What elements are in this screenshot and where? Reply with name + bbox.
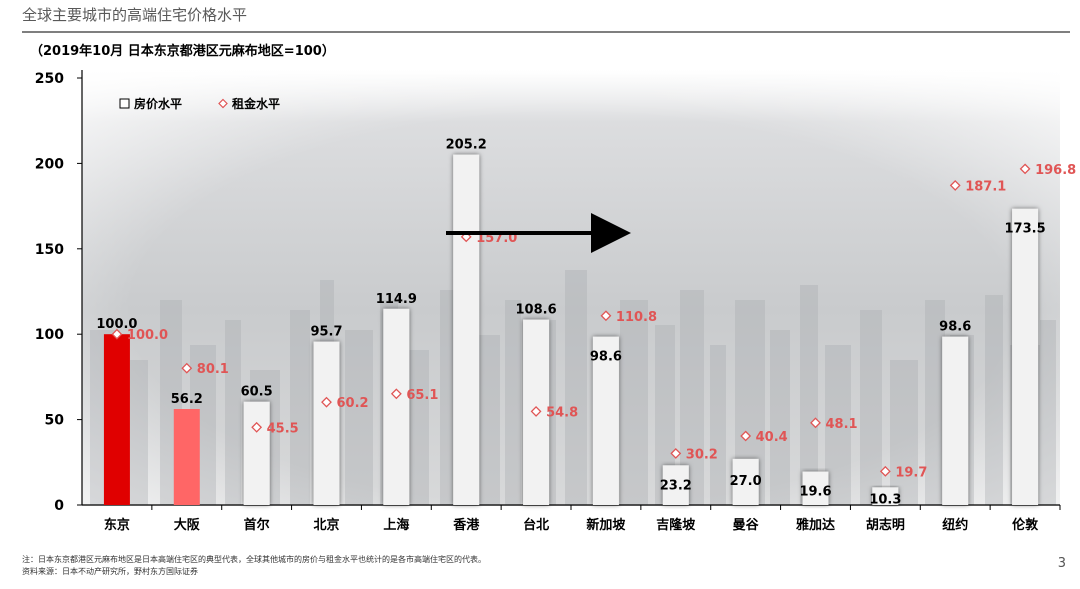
x-tick-label: 北京 xyxy=(313,517,339,533)
rent-marker xyxy=(251,421,263,433)
x-tick-label: 台北 xyxy=(523,517,549,533)
bar xyxy=(802,471,829,505)
rent-value-label: 80.1 xyxy=(197,362,229,377)
bar-labels: 100.0 56.2 60.5 95.7 114.9 205.2 108.6 98.6 23.2… xyxy=(96,138,1045,508)
legend-swatch-price xyxy=(119,98,130,109)
rent-value-label: 40.4 xyxy=(756,430,788,445)
bar-value-label: 205.2 xyxy=(446,138,487,153)
y-tick-label: 150 xyxy=(35,242,64,258)
rent-value-label: 30.2 xyxy=(686,447,718,462)
rent-marker xyxy=(111,328,123,340)
x-tick-label: 纽约 xyxy=(942,517,968,533)
bar-value-label: 173.5 xyxy=(1005,222,1046,237)
footnote-source: 资料来源：日本不动产研究所，野村东方国际证券 xyxy=(22,567,198,576)
y-tick-label: 0 xyxy=(54,498,64,514)
rent-value-label: 60.2 xyxy=(337,396,369,411)
rent-marker xyxy=(1019,163,1031,175)
bar-value-label: 56.2 xyxy=(171,392,203,407)
bar xyxy=(173,409,200,505)
x-tick-label: 首尔 xyxy=(244,517,270,533)
bar-value-label: 114.9 xyxy=(376,292,417,307)
bar xyxy=(453,154,480,505)
rent-value-label: 100.0 xyxy=(127,328,168,343)
y-tick-label: 250 xyxy=(35,71,64,87)
footnote-note: 注：日本东京都港区元麻布地区是日本高端住宅区的典型代表，全球其他城市的房价与租金… xyxy=(22,555,486,564)
rent-marker xyxy=(600,310,612,322)
x-tick-label: 上海 xyxy=(383,517,409,533)
bar xyxy=(1012,208,1039,506)
rent-value-label: 65.1 xyxy=(406,388,438,403)
bar-value-label: 108.6 xyxy=(516,303,557,318)
bar-value-label: 23.2 xyxy=(660,478,692,493)
rent-marker xyxy=(740,430,752,442)
bar-value-label: 98.6 xyxy=(590,350,622,365)
rent-marker xyxy=(390,388,402,400)
rent-marker xyxy=(321,396,332,408)
bar-value-label: 100.0 xyxy=(96,317,137,332)
legend-label-price: 房价水平 xyxy=(134,96,182,111)
bar xyxy=(592,336,619,505)
x-tick-label: 大阪 xyxy=(174,517,201,533)
rent-value-label: 110.8 xyxy=(616,310,657,325)
y-tick-label: 50 xyxy=(45,413,65,429)
bar-value-label: 98.6 xyxy=(939,320,971,335)
bar xyxy=(383,308,410,505)
chart-subtitle: （2019年10月 日本东京都港区元麻布地区=100） xyxy=(30,44,335,59)
rent-marker xyxy=(181,362,193,374)
bar xyxy=(942,336,969,505)
rent-value-label: 196.8 xyxy=(1035,163,1076,178)
x-tick-label: 吉隆坡 xyxy=(656,517,696,533)
chart-legend: 房价水平 租金水平 xyxy=(119,96,280,111)
bar-value-label: 95.7 xyxy=(310,325,342,340)
x-tick-label: 雅加达 xyxy=(796,517,835,533)
rent-value-label: 54.8 xyxy=(546,405,578,420)
bar xyxy=(313,341,340,505)
bar xyxy=(872,487,899,505)
y-tick-label: 100 xyxy=(35,327,64,343)
x-tick-label: 胡志明 xyxy=(866,517,905,533)
legend-label-rent: 租金水平 xyxy=(232,96,280,111)
bar xyxy=(662,465,689,505)
rent-marker xyxy=(879,465,891,477)
bar xyxy=(243,401,270,505)
rent-marker xyxy=(670,447,682,459)
rent-marker xyxy=(530,405,542,417)
bar-value-label: 60.5 xyxy=(241,385,273,400)
legend-swatch-rent xyxy=(218,98,228,109)
bar-value-label: 27.0 xyxy=(730,474,762,489)
rent-value-label: 45.5 xyxy=(267,421,299,436)
rent-marker xyxy=(949,180,961,191)
x-tick-label: 新加坡 xyxy=(586,517,626,533)
bar xyxy=(732,458,759,505)
x-tick-label: 曼谷 xyxy=(733,517,760,533)
title-rule xyxy=(22,31,1070,33)
page-title: 全球主要城市的高端住宅价格水平 xyxy=(22,6,248,24)
bar xyxy=(103,334,130,505)
x-tick-label: 伦敦 xyxy=(1012,517,1039,533)
page-number: 3 xyxy=(1057,556,1066,571)
rent-value-label: 48.1 xyxy=(826,417,858,432)
y-tick-label: 200 xyxy=(35,156,64,172)
x-tick-label: 东京 xyxy=(104,517,130,533)
rent-value-label: 187.1 xyxy=(965,179,1006,194)
rent-marker xyxy=(810,417,821,429)
x-tick-label: 香港 xyxy=(452,517,480,533)
bar-value-label: 19.6 xyxy=(799,485,831,500)
rent-value-label: 19.7 xyxy=(895,465,927,480)
bar-value-label: 10.3 xyxy=(869,492,901,507)
bar-series xyxy=(103,154,1039,506)
footnote: 注：日本东京都港区元麻布地区是日本高端住宅区的典型代表，全球其他城市的房价与租金… xyxy=(22,554,486,578)
